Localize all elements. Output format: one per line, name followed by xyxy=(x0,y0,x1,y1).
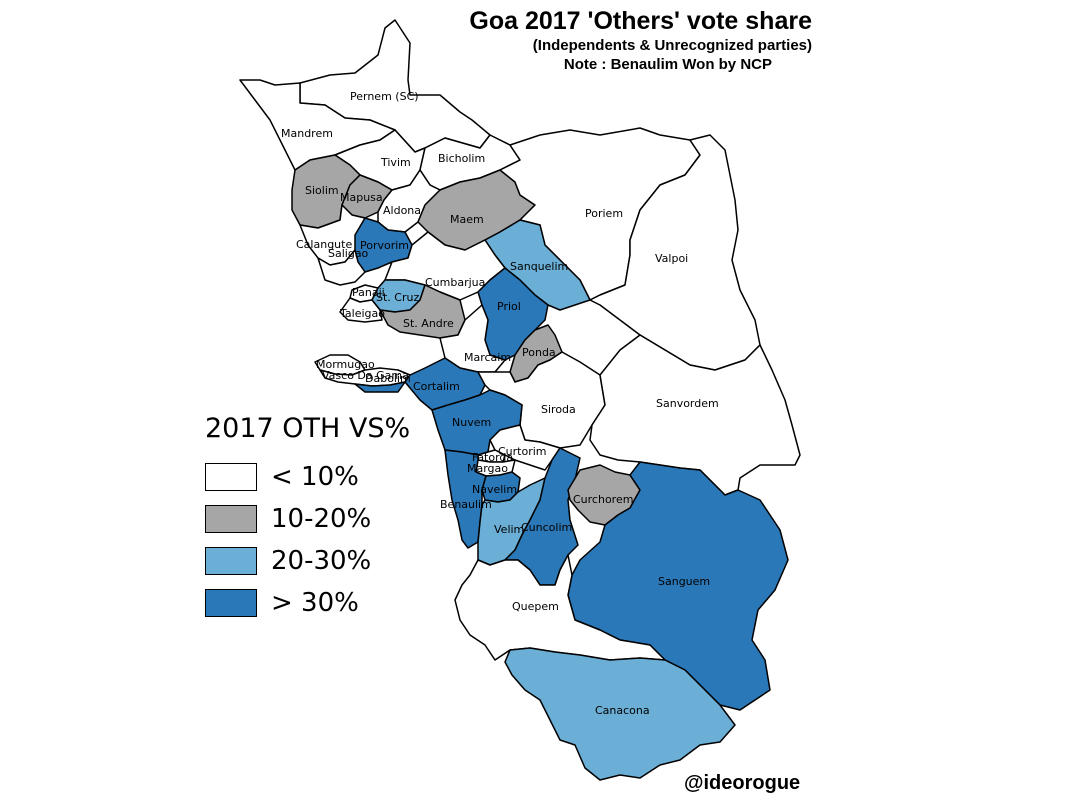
label-sanvordem: Sanvordem xyxy=(656,397,719,410)
label-navelim: Navelim xyxy=(472,483,517,496)
legend-item-lt10: < 10% xyxy=(205,456,410,498)
legend-swatch-10-20 xyxy=(205,505,257,533)
label-cortalim: Cortalim xyxy=(413,380,460,393)
title-block: Goa 2017 'Others' vote share (Independen… xyxy=(469,6,812,74)
label-sanquelim: Sanquelim xyxy=(510,260,568,273)
region-quepem xyxy=(454,554,666,661)
label-canacona: Canacona xyxy=(595,704,650,717)
label-porvorim: Porvorim xyxy=(360,239,409,252)
label-tivim: Tivim xyxy=(380,156,411,169)
label-maem: Maem xyxy=(450,213,484,226)
label-priol: Priol xyxy=(497,300,521,313)
label-sanguem: Sanguem xyxy=(658,575,710,588)
region-dabolim xyxy=(354,381,406,393)
map-note: Note : Benaulim Won by NCP xyxy=(563,56,772,73)
label-valpoi: Valpoi xyxy=(655,252,688,265)
legend-title: 2017 OTH VS% xyxy=(205,413,411,444)
label-margao: Margao xyxy=(467,462,508,475)
credit-handle: @ideorogue xyxy=(684,772,801,794)
label-st-cruz: St. Cruz xyxy=(376,291,419,304)
label-velim: Velim xyxy=(494,523,524,536)
label-curchorem: Curchorem xyxy=(573,493,633,506)
label-mormugao: Mormugao xyxy=(316,358,375,371)
label-curtorim: Curtorim xyxy=(498,445,547,458)
region-canacona xyxy=(504,647,736,781)
label-cumbarjua: Cumbarjua xyxy=(425,276,485,289)
map-subtitle: (Independents & Unrecognized parties) xyxy=(532,37,812,54)
legend-item-20-30: 20-30% xyxy=(205,540,410,582)
label-aldona: Aldona xyxy=(383,204,421,217)
label-quepem: Quepem xyxy=(512,600,559,613)
label-calangute: Calangute xyxy=(296,238,352,251)
map-title: Goa 2017 'Others' vote share xyxy=(469,7,812,35)
region-st-andre xyxy=(379,284,466,339)
label-nuvem: Nuvem xyxy=(452,416,491,429)
label-mapusa: Mapusa xyxy=(340,191,383,204)
region-saligao xyxy=(317,249,366,286)
label-bicholim: Bicholim xyxy=(438,152,485,165)
legend-swatch-lt10 xyxy=(205,463,257,491)
label-cuncolim: Cuncolim xyxy=(521,521,572,534)
label-marcaim: Marcaim xyxy=(464,351,511,364)
legend-swatch-20-30 xyxy=(205,547,257,575)
legend-label-lt10: < 10% xyxy=(271,462,359,492)
label-siolim: Siolim xyxy=(305,184,339,197)
legend-swatch-gt30 xyxy=(205,589,257,617)
label-pernem: Pernem (SC) xyxy=(350,90,419,103)
label-saligao: Saligao xyxy=(328,247,369,260)
label-dabolim: Dabolim xyxy=(365,372,411,385)
label-mandrem: Mandrem xyxy=(281,127,333,140)
legend-label-20-30: 20-30% xyxy=(271,546,372,576)
label-vasco: Vasco Da Gama xyxy=(322,369,409,382)
legend-label-10-20: 10-20% xyxy=(271,504,372,534)
region-sanvordem xyxy=(589,334,801,496)
label-siroda: Siroda xyxy=(541,403,576,416)
label-panaji: Panaji xyxy=(352,286,385,299)
label-st-andre: St. Andre xyxy=(403,317,454,330)
label-fatorda: Fatorda xyxy=(472,451,513,464)
legend-item-10-20: 10-20% xyxy=(205,498,410,540)
label-taleigao: Taleigao xyxy=(339,307,385,320)
legend-label-gt30: > 30% xyxy=(271,588,359,618)
legend: 2017 OTH VS% < 10% 10-20% 20-30% > 30% xyxy=(205,413,410,624)
label-ponda: Ponda xyxy=(522,346,556,359)
label-benaulim: Benaulim xyxy=(440,498,492,511)
legend-item-gt30: > 30% xyxy=(205,582,410,624)
label-poriem: Poriem xyxy=(585,207,623,220)
